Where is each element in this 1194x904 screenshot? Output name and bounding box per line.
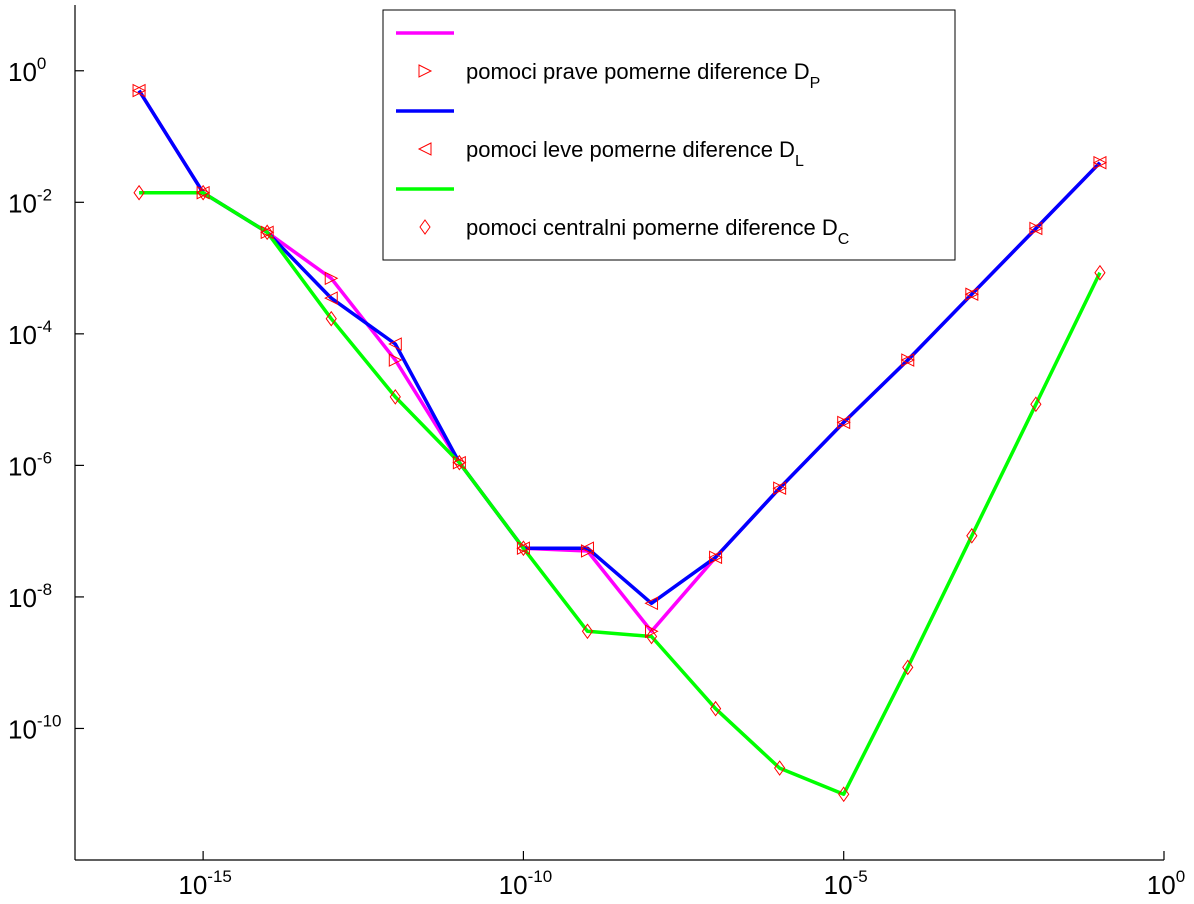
y-tick-label-base: 10 [8, 188, 37, 218]
legend-label-text: pomoci centralni pomerne diference D [466, 215, 838, 240]
legend-label-subscript: C [838, 231, 850, 248]
data-point-l [900, 353, 915, 367]
y-tick-label-base: 10 [8, 583, 37, 613]
x-tick-label-base: 10 [1147, 870, 1176, 900]
y-tick-label: 10-6 [8, 448, 52, 481]
legend-label-subscript: P [810, 75, 821, 92]
x-tick-label: 10-15 [178, 867, 232, 900]
data-point-c [517, 540, 530, 557]
y-tick-label-base: 10 [8, 320, 37, 350]
y-tick-label-exponent: -10 [37, 711, 62, 730]
x-tick-label-exponent: -5 [853, 867, 868, 886]
y-tick-label-exponent: -6 [37, 448, 52, 467]
y-tick-label: 10-8 [8, 580, 52, 613]
data-point-c [581, 623, 594, 640]
data-point-l [260, 225, 274, 240]
x-tick-label-base: 10 [499, 870, 528, 900]
y-tick-label: 10-4 [8, 317, 52, 350]
y-tick-label-exponent: 0 [37, 54, 46, 73]
legend: pomoci prave pomerne diference DPpomoci … [382, 9, 956, 261]
legend-label-c: pomoci centralni pomerne diference DC [466, 215, 849, 248]
data-point-l [1092, 155, 1107, 170]
data-point-c [645, 628, 658, 645]
data-point-l [452, 455, 466, 470]
legend-marker-l [417, 142, 432, 156]
y-tick-label-base: 10 [8, 714, 37, 744]
data-point-p [645, 624, 659, 639]
legend-label-l: pomoci leve pomerne diference DL [466, 137, 804, 170]
data-point-l [388, 337, 402, 351]
x-tick-label-base: 10 [824, 870, 853, 900]
data-point-c [261, 224, 273, 241]
data-point-c [453, 454, 465, 471]
data-point-l [324, 291, 338, 305]
data-point-l [131, 83, 146, 98]
legend-marker-c [419, 219, 431, 235]
legend-label-subscript: L [795, 153, 804, 170]
legend-box [382, 9, 956, 261]
data-point-l [708, 550, 723, 565]
data-point-c [966, 527, 978, 544]
data-point-p [388, 353, 403, 367]
y-tick-label-base: 10 [8, 57, 37, 87]
y-tick-label: 10-10 [8, 711, 62, 744]
legend-label-text: pomoci leve pomerne diference D [466, 137, 795, 162]
data-point-l [516, 541, 530, 556]
data-point-l [195, 185, 210, 200]
data-point-c [133, 184, 145, 201]
data-point-c [1094, 264, 1106, 281]
x-tick-label-base: 10 [178, 870, 207, 900]
y-tick-label-base: 10 [8, 451, 37, 481]
legend-label-text: pomoci prave pomerne diference D [466, 59, 810, 84]
data-point-l [836, 415, 851, 430]
x-tick-label: 10-5 [824, 867, 868, 900]
data-point-c [1030, 396, 1042, 413]
x-tick-label: 100 [1147, 867, 1185, 900]
series-markers [131, 83, 1108, 803]
y-tick-label-exponent: -4 [37, 317, 52, 336]
x-tick-label-exponent: -10 [528, 867, 553, 886]
x-tick-label-exponent: -15 [207, 867, 232, 886]
series-line-c [139, 190, 1102, 796]
data-point-c [325, 310, 337, 327]
data-point-l [772, 481, 787, 496]
x-tick-label-exponent: 0 [1176, 867, 1185, 886]
data-point-l [580, 541, 594, 556]
data-point-c [774, 760, 786, 776]
data-point-c [709, 700, 722, 717]
data-point-p [324, 271, 339, 286]
y-tick-label: 10-2 [8, 185, 52, 218]
y-tick-label-exponent: -8 [37, 580, 52, 599]
x-tick-label: 10-10 [499, 867, 553, 900]
data-point-l [1028, 221, 1043, 236]
axes: 10-15 10-10 10-5 10010010-210-410-610-810-1… [8, 5, 1185, 900]
series-line-l [137, 89, 1102, 606]
data-point-l [964, 287, 979, 302]
y-tick-label-exponent: -2 [37, 185, 52, 204]
legend-label-p: pomoci prave pomerne diference DP [466, 59, 820, 92]
data-point-c [838, 786, 850, 803]
series-lines [137, 89, 1102, 796]
data-point-l [644, 596, 659, 611]
data-point-c [389, 389, 401, 405]
data-point-c [902, 659, 914, 676]
legend-marker-p [418, 64, 433, 78]
data-point-c [197, 184, 209, 201]
y-tick-label: 100 [8, 54, 46, 87]
data-point-p [580, 544, 595, 558]
